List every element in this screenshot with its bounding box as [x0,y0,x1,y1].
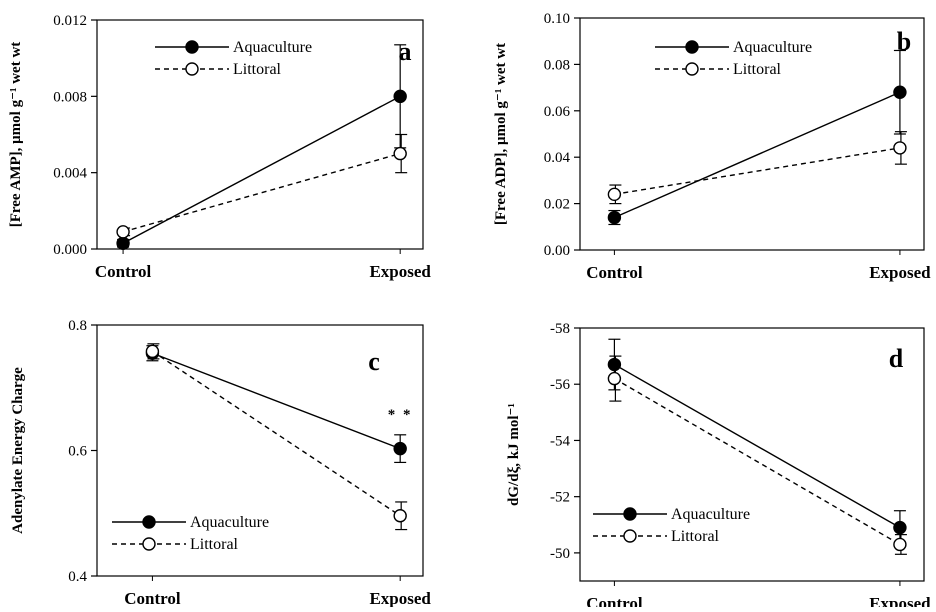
significance-annotation: * * [388,407,413,423]
x-category-label: Exposed [869,263,931,282]
x-category-label: Control [586,263,643,282]
data-point-littoral [607,187,622,202]
data-point-aquaculture [893,85,907,99]
series-line-aquaculture [614,363,901,529]
series-line-littoral [614,377,901,546]
legend-label: Littoral [190,536,239,553]
series-line-aquaculture [152,352,401,450]
data-point-aquaculture [393,89,407,104]
data-point-littoral [393,509,407,523]
x-category-label: Exposed [369,262,431,281]
data-point-littoral [893,537,907,552]
legend-marker [623,507,637,521]
data-point-littoral [393,146,407,161]
panel-b: 0.00 0.02 0.04 0.06 0.08 0.10 Control Exposed [F… [493,11,931,282]
data-point-littoral [607,371,622,386]
y-tick-label: 0.00 [544,243,570,259]
panel-c: 0.4 0.6 0.8 Control Exposed Adenylate Energy … [10,318,431,608]
data-point-aquaculture [893,520,907,535]
data-point-aquaculture [607,210,622,225]
y-tick-label: 0.4 [68,569,87,585]
plot-frame [579,327,925,582]
y-axis-title: [Free ADP], μmol g⁻¹ wet wt [493,43,509,225]
panel-d: -58 -56 -54 -52 -50 Control Exposed dG/dξ, kJ m… [506,321,931,612]
plot-frame [96,19,424,250]
panel-a: 0.000 0.004 0.008 0.012 Control Exposed [Free … [8,13,431,281]
legend-marker [185,62,199,76]
x-category-label: Control [95,262,152,281]
data-point-aquaculture [393,441,407,456]
y-axis-title: Adenylate Energy Charge [10,367,26,534]
series-line-littoral [122,152,401,233]
series-line-littoral [152,350,401,517]
y-tick-label: 0.08 [544,57,570,73]
x-category-label: Control [124,589,181,607]
panel-letter: a [399,37,412,66]
legend-marker [142,515,156,529]
y-tick-label: -56 [550,377,570,393]
x-category-label: Exposed [369,589,431,607]
data-point-littoral [116,225,130,239]
y-tick-label: 0.6 [68,444,87,460]
legend-marker [685,40,699,54]
legend-label: Aquaculture [671,506,750,523]
series-line-littoral [614,147,901,196]
y-tick-label: 0.04 [544,150,571,166]
data-point-aquaculture [116,236,130,250]
legend-label: Littoral [671,528,720,545]
plot-frame [579,17,925,251]
y-tick-label: 0.004 [53,166,87,182]
data-point-littoral [145,344,160,359]
y-axis-title: dG/dξ, kJ mol⁻¹ [506,403,522,506]
y-tick-label: 0.10 [544,11,570,27]
y-tick-label: 0.02 [544,197,570,213]
series-line-aquaculture [614,91,901,219]
y-tick-label: -54 [550,433,570,449]
y-tick-label: -50 [550,546,570,562]
legend-marker [685,62,699,76]
y-tick-label: 0.8 [68,318,87,334]
legend-marker [185,40,199,54]
data-point-aquaculture [607,357,622,372]
series-line-aquaculture [122,95,401,244]
y-tick-label: 0.012 [53,13,87,29]
panel-letter: c [368,347,380,376]
panel-letter: d [889,344,904,373]
y-axis-title: [Free AMP], μmol g⁻¹ wet wt [8,42,24,228]
x-category-label: Control [586,594,643,607]
y-tick-label: 0.06 [544,104,571,120]
x-category-label: Exposed [869,594,931,607]
y-tick-label: -58 [550,321,570,337]
y-tick-label: 0.000 [53,242,87,258]
y-tick-label: 0.008 [53,89,87,105]
legend-marker [142,537,156,551]
legend-label: Aquaculture [233,39,312,56]
legend-marker [623,529,637,543]
legend-label: Littoral [233,61,282,78]
legend-label: Littoral [733,61,782,78]
y-tick-label: -52 [550,490,570,506]
legend-label: Aquaculture [190,514,269,531]
panel-letter: b [897,27,911,56]
legend-label: Aquaculture [733,39,812,56]
data-point-littoral [893,141,907,155]
